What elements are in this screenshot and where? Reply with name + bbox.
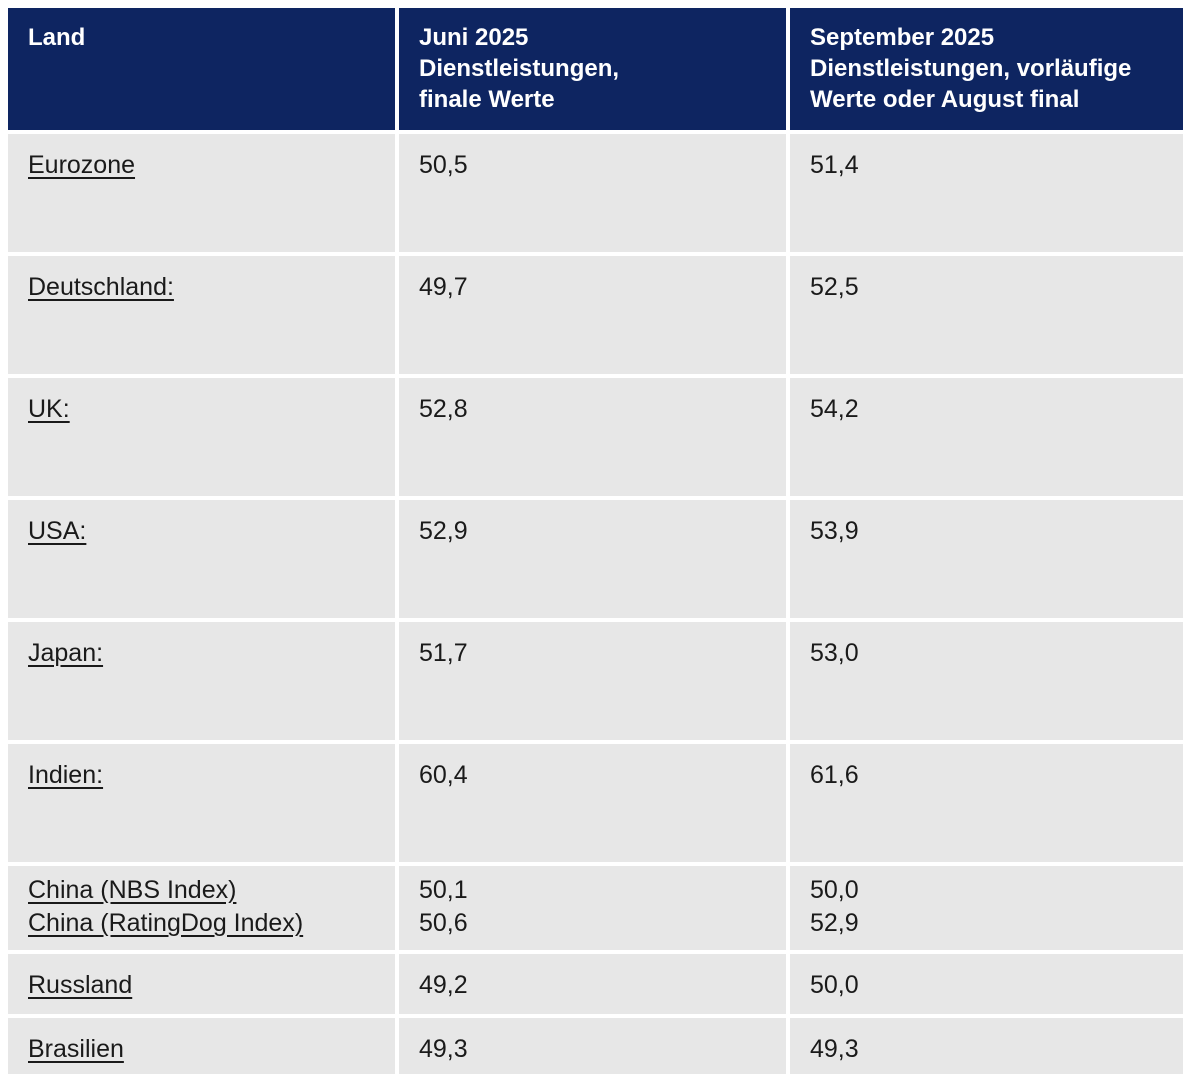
country-link[interactable]: Indien: — [28, 761, 104, 789]
juni-value: 50,6 — [419, 909, 468, 937]
september-value: 52,5 — [810, 273, 859, 301]
country-cell: Brasilien — [8, 1018, 395, 1074]
september-value: 53,0 — [810, 639, 859, 667]
september-value-cell: 54,2 — [790, 378, 1183, 496]
juni-value: 60,4 — [419, 761, 468, 789]
juni-value-cell: 50,5 — [399, 134, 786, 252]
table-row: USA: 52,9 53,9 — [8, 500, 1183, 618]
september-value-cell: 50,0 — [790, 954, 1183, 1014]
september-value: 54,2 — [810, 395, 859, 423]
country-link-line: China (NBS Index) — [28, 874, 375, 907]
juni-value-cell: 60,4 — [399, 744, 786, 862]
juni-value: 52,9 — [419, 517, 468, 545]
juni-value-cell: 49,3 — [399, 1018, 786, 1074]
country-link-line: USA: — [28, 515, 375, 548]
country-link-line: Indien: — [28, 759, 375, 792]
september-value: 53,9 — [810, 517, 859, 545]
september-value-cell: 61,6 — [790, 744, 1183, 862]
september-value: 50,0 — [810, 971, 859, 999]
column-header-line: Werte oder August final — [810, 86, 1080, 113]
september-value: 49,3 — [810, 1035, 859, 1063]
table-row: Deutschland: 49,7 52,5 — [8, 256, 1183, 374]
country-link[interactable]: Deutschland: — [28, 273, 174, 301]
country-link[interactable]: USA: — [28, 517, 87, 545]
juni-value: 52,8 — [419, 395, 468, 423]
country-link[interactable]: UK: — [28, 395, 70, 423]
country-link-line: UK: — [28, 393, 375, 426]
juni-value-cell: 50,1 50,6 — [399, 866, 786, 950]
juni-value-cell: 51,7 — [399, 622, 786, 740]
table-row: China (NBS Index) China (RatingDog Index)… — [8, 866, 1183, 950]
column-header-line: Dienstleistungen, vorläufige — [810, 55, 1132, 82]
september-value-cell: 53,0 — [790, 622, 1183, 740]
country-link[interactable]: China (RatingDog Index) — [28, 909, 304, 937]
country-link[interactable]: Russland — [28, 971, 133, 999]
column-header-line: September 2025 — [810, 24, 995, 51]
juni-value: 49,3 — [419, 1035, 468, 1063]
table-row: Japan: 51,7 53,0 — [8, 622, 1183, 740]
country-link[interactable]: China (NBS Index) — [28, 876, 237, 904]
column-header-line: Juni 2025 — [419, 24, 529, 51]
juni-value: 50,1 — [419, 876, 468, 904]
country-cell: Eurozone — [8, 134, 395, 252]
country-link-line: Eurozone — [28, 149, 375, 182]
juni-value-cell: 52,8 — [399, 378, 786, 496]
juni-value-cell: 49,2 — [399, 954, 786, 1014]
table-row: Indien: 60,4 61,6 — [8, 744, 1183, 862]
juni-value-cell: 52,9 — [399, 500, 786, 618]
country-link[interactable]: Japan: — [28, 639, 104, 667]
table-row: UK: 52,8 54,2 — [8, 378, 1183, 496]
country-cell: USA: — [8, 500, 395, 618]
country-link[interactable]: Eurozone — [28, 151, 136, 179]
september-value: 52,9 — [810, 909, 859, 937]
country-cell: Deutschland: — [8, 256, 395, 374]
table-header-row: Land Juni 2025 Dienstleistungen, finale Wer… — [8, 8, 1183, 130]
september-value: 50,0 — [810, 876, 859, 904]
juni-value: 49,2 — [419, 971, 468, 999]
country-link-line: Brasilien — [28, 1033, 375, 1066]
juni-value: 49,7 — [419, 273, 468, 301]
country-link[interactable]: Brasilien — [28, 1035, 124, 1063]
september-value: 51,4 — [810, 151, 859, 179]
table-body: Eurozone 50,5 51,4 Deutschland: 49,7 52,… — [8, 134, 1183, 1074]
september-value-cell: 53,9 — [790, 500, 1183, 618]
services-pmi-table: Land Juni 2025 Dienstleistungen, finale Wer… — [8, 8, 1183, 1074]
september-value-cell: 49,3 — [790, 1018, 1183, 1074]
column-header-line: finale Werte — [419, 86, 555, 113]
juni-value-cell: 49,7 — [399, 256, 786, 374]
column-header: September 2025 Dienstleistungen, vorläufi… — [790, 8, 1183, 130]
juni-value: 51,7 — [419, 639, 468, 667]
column-header: Juni 2025 Dienstleistungen, finale Werte — [399, 8, 786, 130]
column-header-line: Dienstleistungen, — [419, 55, 620, 82]
juni-value: 50,5 — [419, 151, 468, 179]
country-cell: Japan: — [8, 622, 395, 740]
column-header-line: Land — [28, 24, 86, 51]
column-header: Land — [8, 8, 395, 130]
country-link-line: Russland — [28, 969, 375, 1002]
country-link-line: Deutschland: — [28, 271, 375, 304]
country-cell: China (NBS Index) China (RatingDog Index) — [8, 866, 395, 950]
country-cell: UK: — [8, 378, 395, 496]
table-row: Eurozone 50,5 51,4 — [8, 134, 1183, 252]
country-cell: Russland — [8, 954, 395, 1014]
september-value: 61,6 — [810, 761, 859, 789]
september-value-cell: 52,5 — [790, 256, 1183, 374]
country-cell: Indien: — [8, 744, 395, 862]
table-row: Brasilien 49,3 49,3 — [8, 1018, 1183, 1074]
table-row: Russland 49,2 50,0 — [8, 954, 1183, 1014]
country-link-line: China (RatingDog Index) — [28, 907, 375, 940]
september-value-cell: 51,4 — [790, 134, 1183, 252]
september-value-cell: 50,0 52,9 — [790, 866, 1183, 950]
country-link-line: Japan: — [28, 637, 375, 670]
